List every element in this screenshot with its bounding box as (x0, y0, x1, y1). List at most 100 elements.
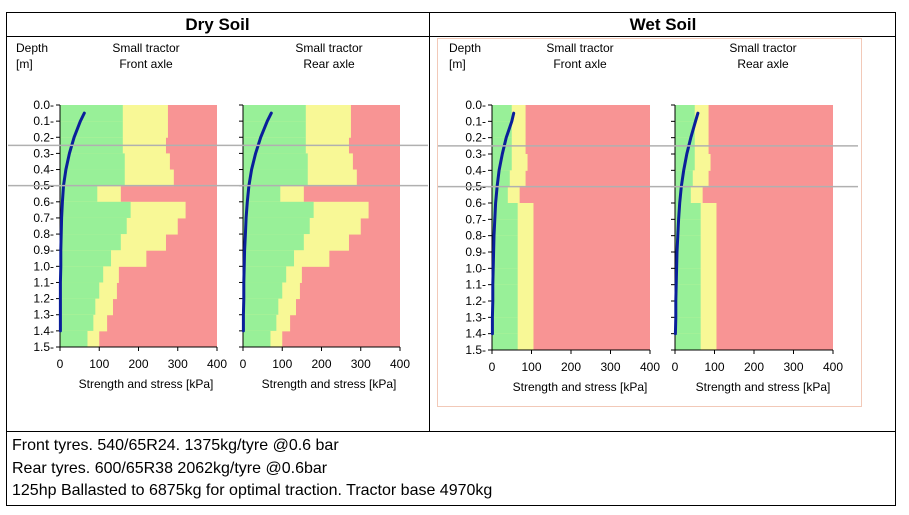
x-tick-label: 200 (561, 360, 581, 374)
x-tick-label: 300 (168, 357, 188, 371)
y-tick-label: 0.6- (33, 195, 54, 209)
x-tick-label: 100 (272, 357, 292, 371)
x-tick-label: 300 (783, 360, 803, 374)
y-tick-label: 0.1- (33, 114, 54, 128)
green-band (243, 298, 279, 316)
y-tick-label: 0.8- (33, 227, 54, 241)
green-band (243, 217, 310, 235)
front-x-axis-label: Strength and stress [kPa] (513, 380, 648, 394)
depth-unit-label: [m] (449, 57, 466, 71)
front-x-axis-label: Strength and stress [kPa] (79, 377, 214, 391)
green-band (243, 250, 295, 267)
green-band (492, 301, 518, 318)
y-tick-label: 0.1- (465, 114, 486, 128)
header-divider (6, 36, 896, 37)
note-rear-tyres: Rear tyres. 600/65R38 2062kg/tyre @0.6ba… (12, 459, 328, 477)
green-band (243, 169, 308, 187)
green-band (675, 203, 701, 220)
green-band (60, 330, 88, 348)
y-tick-label: 1.2- (33, 292, 54, 306)
green-band (675, 121, 695, 139)
column-divider (429, 12, 430, 432)
green-band (243, 282, 283, 300)
green-band (60, 185, 98, 203)
y-tick-label: 1.0- (465, 261, 486, 275)
y-tick-label: 0.7- (465, 212, 486, 226)
green-band (243, 266, 287, 283)
dry-soil-title: Dry Soil (185, 15, 250, 34)
y-tick-label: 0.7- (33, 211, 54, 225)
green-band (60, 266, 104, 283)
green-band (243, 314, 277, 332)
stress-line (490, 111, 516, 336)
stress-line (673, 111, 700, 336)
green-band (243, 105, 306, 122)
green-band (492, 235, 518, 253)
wet-soil-chart: Depth [m] Small tractor Front axle Small… (438, 41, 858, 394)
x-tick-label: 100 (89, 357, 109, 371)
y-tick-label: 0.3- (465, 147, 486, 161)
depth-unit-label: [m] (16, 57, 33, 71)
green-band (492, 105, 512, 122)
y-tick-label: 0.3- (33, 146, 54, 160)
rear-vehicle-label: Small tractor (729, 41, 796, 55)
axle-plot-front: 0.0-0.1-0.2-0.3-0.4-0.5-0.6-0.7-0.8-0.9-… (33, 98, 227, 371)
y-tick-label: 1.2- (465, 294, 486, 308)
green-band (675, 284, 701, 302)
stress-line (241, 111, 273, 333)
green-band (492, 268, 518, 286)
green-band (60, 105, 123, 122)
dry-soil-chart: Depth [m] Small tractor Front axle Small… (8, 41, 428, 391)
y-tick-label: 0.8- (465, 229, 486, 243)
y-tick-label: 0.6- (465, 196, 486, 210)
x-tick-label: 100 (521, 360, 541, 374)
y-tick-label: 0.2- (33, 130, 54, 144)
x-tick-label: 200 (128, 357, 148, 371)
green-band (492, 219, 518, 237)
depth-label: Depth (16, 41, 48, 55)
y-tick-label: 1.5- (465, 343, 486, 357)
x-tick-label: 200 (744, 360, 764, 374)
green-band (675, 186, 691, 204)
stress-line (58, 111, 86, 333)
green-band (243, 121, 306, 138)
y-tick-label: 1.4- (33, 324, 54, 338)
front-vehicle-label: Small tractor (546, 41, 613, 55)
y-tick-label: 1.1- (465, 278, 486, 292)
y-tick-label: 1.3- (465, 310, 486, 324)
tyre-notes: Front tyres. 540/65R24. 1375kg/tyre @0.6… (12, 435, 892, 503)
green-band (243, 330, 271, 348)
notes-divider (6, 431, 896, 432)
rear-x-axis-label: Strength and stress [kPa] (262, 377, 397, 391)
green-band (60, 298, 96, 316)
rear-axle-label: Rear axle (737, 57, 789, 71)
y-tick-label: 1.4- (465, 327, 486, 341)
green-band (675, 268, 701, 286)
wet-soil-title: Wet Soil (629, 15, 697, 34)
x-tick-label: 100 (704, 360, 724, 374)
table-frame (6, 12, 896, 506)
y-tick-label: 0.9- (33, 243, 54, 257)
front-axle-label: Front axle (119, 57, 173, 71)
x-tick-label: 0 (240, 357, 247, 371)
green-band (60, 250, 112, 267)
axle-plot-front: 0.0-0.1-0.2-0.3-0.4-0.5-0.6-0.7-0.8-0.9-… (465, 98, 660, 374)
rear-x-axis-label: Strength and stress [kPa] (696, 380, 831, 394)
y-tick-label: 1.5- (33, 340, 54, 354)
y-tick-label: 0.0- (33, 98, 54, 112)
x-tick-label: 400 (640, 360, 660, 374)
note-front-tyres: Front tyres. 540/65R24. 1375kg/tyre @0.6… (12, 437, 339, 454)
green-band (675, 235, 701, 253)
y-tick-label: 0.4- (33, 163, 54, 177)
green-band (675, 301, 701, 318)
green-band (492, 252, 518, 269)
front-axle-label: Front axle (553, 57, 607, 71)
green-band (243, 201, 314, 219)
green-band (243, 185, 281, 203)
x-tick-label: 200 (311, 357, 331, 371)
x-tick-label: 0 (489, 360, 496, 374)
green-band (243, 153, 308, 171)
front-vehicle-label: Small tractor (112, 41, 179, 55)
rear-axle-label: Rear axle (303, 57, 355, 71)
note-ballast: 125hp Ballasted to 6875kg for optimal tr… (12, 482, 493, 499)
